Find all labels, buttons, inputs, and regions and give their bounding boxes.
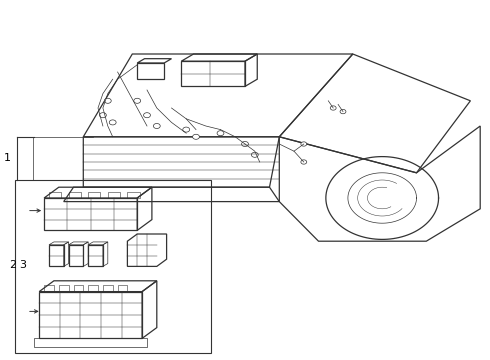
Text: 2: 2 bbox=[9, 260, 16, 270]
Circle shape bbox=[301, 142, 307, 146]
Circle shape bbox=[340, 109, 346, 114]
Bar bbox=[69, 192, 81, 198]
Bar bbox=[44, 285, 54, 292]
Bar bbox=[181, 61, 245, 86]
Circle shape bbox=[217, 131, 224, 136]
Bar bbox=[127, 192, 140, 198]
Text: 3: 3 bbox=[20, 260, 26, 270]
Bar bbox=[88, 192, 100, 198]
Circle shape bbox=[251, 152, 258, 157]
Bar bbox=[108, 192, 120, 198]
Bar bbox=[88, 285, 98, 292]
Circle shape bbox=[193, 134, 199, 139]
Circle shape bbox=[109, 120, 116, 125]
Circle shape bbox=[301, 160, 307, 164]
Circle shape bbox=[99, 113, 106, 118]
Bar bbox=[49, 192, 61, 198]
Circle shape bbox=[242, 141, 248, 147]
Bar bbox=[137, 63, 164, 79]
Circle shape bbox=[134, 98, 141, 103]
Bar bbox=[15, 180, 211, 353]
Circle shape bbox=[144, 113, 150, 118]
Bar bbox=[74, 285, 83, 292]
Bar bbox=[59, 285, 69, 292]
Circle shape bbox=[183, 127, 190, 132]
Circle shape bbox=[104, 98, 111, 103]
Bar bbox=[118, 285, 127, 292]
Circle shape bbox=[330, 106, 336, 110]
Text: 1: 1 bbox=[4, 153, 11, 163]
Circle shape bbox=[153, 123, 160, 129]
Bar bbox=[103, 285, 113, 292]
